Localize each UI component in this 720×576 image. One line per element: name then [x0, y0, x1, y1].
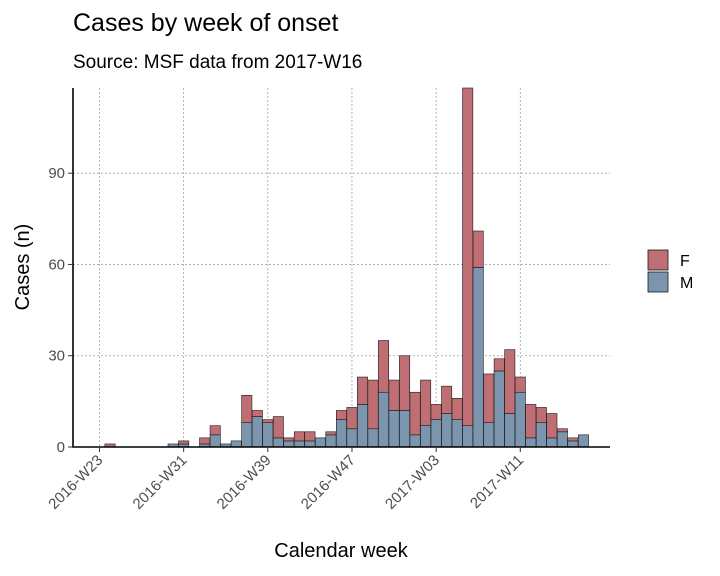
bar-M [378, 391, 389, 448]
y-axis-title: Cases (n) [12, 224, 34, 311]
bar-F [535, 407, 547, 423]
bar-F [462, 87, 474, 427]
chart-subtitle: Source: MSF data from 2017-W16 [73, 52, 362, 73]
bar-F [346, 407, 358, 430]
bar-M [346, 428, 358, 448]
bar-F [357, 376, 368, 405]
bar-M [399, 410, 411, 448]
bar-F [420, 379, 432, 427]
bar-M [262, 422, 274, 448]
bar-M [388, 410, 400, 448]
bars [104, 87, 589, 448]
bar-M [451, 419, 463, 448]
bar-F [199, 437, 211, 445]
bar-F [241, 394, 253, 423]
bar-M [293, 440, 305, 448]
y-tick-label: 90 [48, 165, 65, 182]
bar-M [504, 413, 516, 448]
bar-F [378, 340, 389, 393]
bar-M [430, 419, 442, 448]
bar-M [209, 434, 221, 448]
bar-F [504, 349, 516, 414]
bar-M [283, 440, 295, 448]
bar-F [178, 440, 190, 445]
bar-F [472, 230, 484, 268]
legend: FM [647, 249, 693, 293]
bar-M [325, 434, 337, 448]
y-tick-label: 30 [48, 348, 65, 365]
bar-F [514, 376, 526, 393]
x-tick-label: 2016-W23 [45, 452, 106, 513]
legend-label-M: M [680, 275, 693, 292]
bar-F [483, 373, 495, 423]
y-ticks: 0 30 60 90 [48, 165, 73, 456]
bar-F [283, 437, 295, 442]
bar-F [451, 398, 463, 420]
legend-key-F [647, 249, 669, 271]
bar-M [472, 267, 484, 448]
bar-F [262, 419, 274, 423]
bar-M [556, 431, 568, 448]
bar-F [441, 385, 453, 414]
legend-key-M [647, 271, 669, 293]
bar-M [577, 434, 589, 448]
bar-M [336, 419, 347, 448]
bar-M [525, 437, 537, 448]
bar-F [367, 379, 379, 430]
bar-M [420, 425, 432, 448]
bar-M [441, 413, 453, 448]
chart-title: Cases by week of onset [73, 9, 338, 37]
x-tick-label: 2016-W31 [130, 452, 191, 513]
bar-M [272, 437, 284, 448]
bar-M [483, 422, 495, 448]
y-tick-label: 60 [48, 256, 65, 273]
bar-F [388, 379, 400, 411]
axes [72, 88, 610, 448]
bar-F [399, 355, 411, 411]
x-tick-label: 2016-W39 [214, 452, 275, 513]
x-tick-label: 2016-W47 [298, 452, 359, 513]
bar-F [251, 410, 263, 417]
bar-F [567, 437, 579, 442]
bar-M [409, 434, 421, 448]
bar-F [336, 410, 347, 420]
x-axis-title: Calendar week [274, 540, 408, 562]
bar-M [493, 370, 505, 448]
bar-F [209, 425, 221, 436]
x-ticks: 2016-W23 2016-W31 2016-W39 2016-W47 2017-W03… [45, 447, 527, 513]
bar-F [293, 431, 305, 442]
bar-M [535, 422, 547, 448]
bar-M [241, 422, 253, 448]
bar-F [493, 358, 505, 372]
bar-F [546, 413, 558, 439]
bar-M [251, 416, 263, 448]
bar-F [430, 404, 442, 420]
bar-M [314, 437, 326, 448]
x-tick-label: 2017-W11 [467, 452, 527, 512]
bar-M [357, 404, 368, 448]
bar-M [546, 437, 558, 448]
legend-label-F: F [680, 253, 690, 270]
bar-F [556, 428, 568, 433]
bar-M [514, 391, 526, 448]
bar-M [567, 440, 579, 448]
bar-F [325, 431, 337, 436]
bar-M [462, 425, 474, 448]
bar-F [525, 404, 537, 439]
y-tick-label: 0 [57, 439, 65, 456]
bar-F [409, 391, 421, 436]
bar-F [304, 431, 316, 442]
grid [73, 88, 610, 447]
bar-M [230, 440, 242, 448]
bar-M [304, 440, 316, 448]
bar-M [367, 428, 379, 448]
bar-F [272, 416, 284, 439]
x-tick-label: 2017-W03 [382, 452, 443, 513]
